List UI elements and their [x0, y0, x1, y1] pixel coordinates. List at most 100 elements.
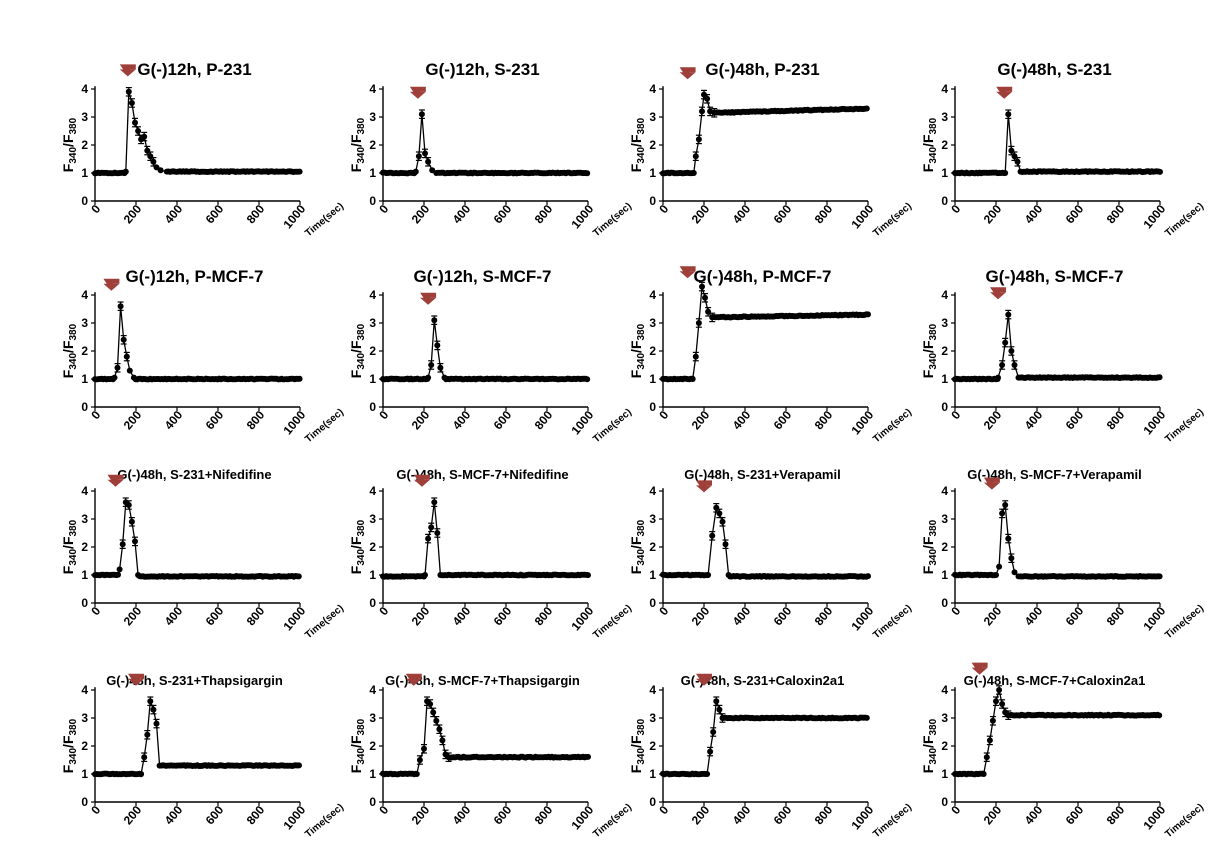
- y-axis-label-part: F: [920, 565, 936, 574]
- x-tick-label: 400: [1022, 202, 1046, 227]
- x-tick-label: 200: [409, 202, 433, 227]
- series-line: [954, 114, 1161, 175]
- y-tick-label: 1: [369, 767, 376, 781]
- data-point: [863, 714, 870, 721]
- data-point: [150, 706, 157, 713]
- y-tick-label: 4: [941, 683, 948, 697]
- y-axis-label-part: 380: [636, 323, 647, 340]
- y-axis-label-part: F: [348, 565, 364, 574]
- x-tick-label: 800: [244, 803, 268, 828]
- data-point: [722, 541, 729, 548]
- x-tick-label: 0: [948, 604, 963, 618]
- series-line: [662, 505, 869, 578]
- series-line: [382, 320, 588, 381]
- y-tick-label: 2: [81, 138, 88, 152]
- y-tick-label: 1: [81, 568, 88, 582]
- x-tick-label: 400: [162, 604, 186, 629]
- data-point: [296, 168, 303, 175]
- y-axis-label: F340/F380: [348, 117, 367, 172]
- y-axis-label: F340/F380: [920, 519, 939, 574]
- stimulus-arrow-head: [128, 678, 144, 686]
- data-point: [716, 510, 723, 517]
- y-tick-label: 2: [941, 540, 948, 554]
- y-axis-label-part: /F: [348, 340, 364, 353]
- y-axis-label-part: F: [348, 163, 364, 172]
- y-axis-label-part: /F: [628, 536, 644, 549]
- y-axis-label-part: 380: [928, 117, 939, 134]
- x-tick-label: 600: [491, 202, 515, 227]
- series-line: [94, 91, 300, 175]
- x-axis-unit-label: Time(sec): [1163, 802, 1206, 840]
- data-point: [865, 573, 871, 580]
- data-point: [1156, 712, 1163, 719]
- y-tick-label: 1: [81, 166, 88, 180]
- stimulus-arrow-head: [103, 283, 120, 291]
- y-tick-label: 4: [649, 683, 656, 697]
- x-tick-label: 200: [981, 604, 1005, 629]
- data-point: [150, 158, 157, 165]
- y-axis-label: F340/F380: [628, 117, 647, 172]
- data-point: [125, 502, 132, 508]
- x-tick-label: 800: [532, 408, 556, 433]
- data-point: [1011, 569, 1018, 576]
- x-tick-label: 600: [771, 604, 795, 629]
- stimulus-arrow-head: [696, 485, 712, 493]
- x-axis-unit-label: Time(sec): [1163, 201, 1206, 239]
- y-axis-label-part: 380: [68, 519, 79, 536]
- y-tick-label: 1: [941, 372, 948, 386]
- x-tick-label: 400: [1022, 408, 1046, 433]
- x-tick-label: 0: [948, 803, 963, 817]
- y-axis-label-part: 380: [636, 117, 647, 134]
- data-point: [699, 283, 705, 290]
- stimulus-arrow-head: [996, 91, 1013, 99]
- x-tick-label: 1000: [1140, 202, 1168, 232]
- data-point: [437, 364, 444, 371]
- y-tick-label: 3: [81, 316, 88, 330]
- data-point: [1008, 147, 1015, 154]
- data-point: [689, 376, 696, 382]
- data-point: [117, 303, 124, 310]
- data-point: [1011, 362, 1018, 368]
- x-tick-label: 800: [1104, 604, 1128, 629]
- stimulus-arrow-head: [990, 292, 1007, 300]
- x-tick-label: 0: [88, 604, 103, 618]
- chart-title: G(-)48h, P-MCF-7: [694, 267, 832, 286]
- data-point: [434, 342, 441, 349]
- y-tick-label: 0: [369, 596, 376, 610]
- data-point: [128, 100, 135, 106]
- stimulus-arrow-head: [679, 271, 696, 279]
- y-tick-label: 0: [81, 194, 88, 208]
- y-axis-label-part: 340: [356, 549, 367, 566]
- x-tick-label: 200: [981, 803, 1005, 828]
- stimulus-arrow-head: [405, 678, 422, 686]
- y-axis-label-part: 380: [928, 718, 939, 735]
- x-tick-label: 600: [203, 408, 227, 433]
- y-tick-label: 0: [941, 795, 948, 809]
- x-tick-label: 1000: [280, 408, 308, 438]
- data-point: [147, 153, 154, 160]
- data-point: [993, 572, 999, 578]
- data-point: [989, 717, 996, 724]
- data-point: [132, 119, 138, 126]
- data-point: [983, 754, 990, 761]
- y-tick-label: 3: [369, 316, 376, 330]
- x-axis-unit-label: Time(sec): [591, 201, 634, 239]
- data-point: [1002, 170, 1009, 176]
- x-tick-label: 400: [450, 803, 474, 828]
- y-axis-label-part: 380: [636, 718, 647, 735]
- chart-title: G(-)48h, S-231+Caloxin2a1: [681, 673, 845, 688]
- data-point: [716, 706, 723, 713]
- y-tick-label: 4: [649, 82, 656, 96]
- data-point: [422, 572, 428, 578]
- y-tick-label: 2: [649, 540, 656, 554]
- y-axis-label: F340/F380: [60, 519, 79, 574]
- y-axis-label-part: /F: [920, 536, 936, 549]
- data-point: [439, 737, 446, 744]
- y-tick-label: 2: [649, 344, 656, 358]
- y-axis-label: F340/F380: [920, 117, 939, 172]
- data-point: [585, 572, 591, 579]
